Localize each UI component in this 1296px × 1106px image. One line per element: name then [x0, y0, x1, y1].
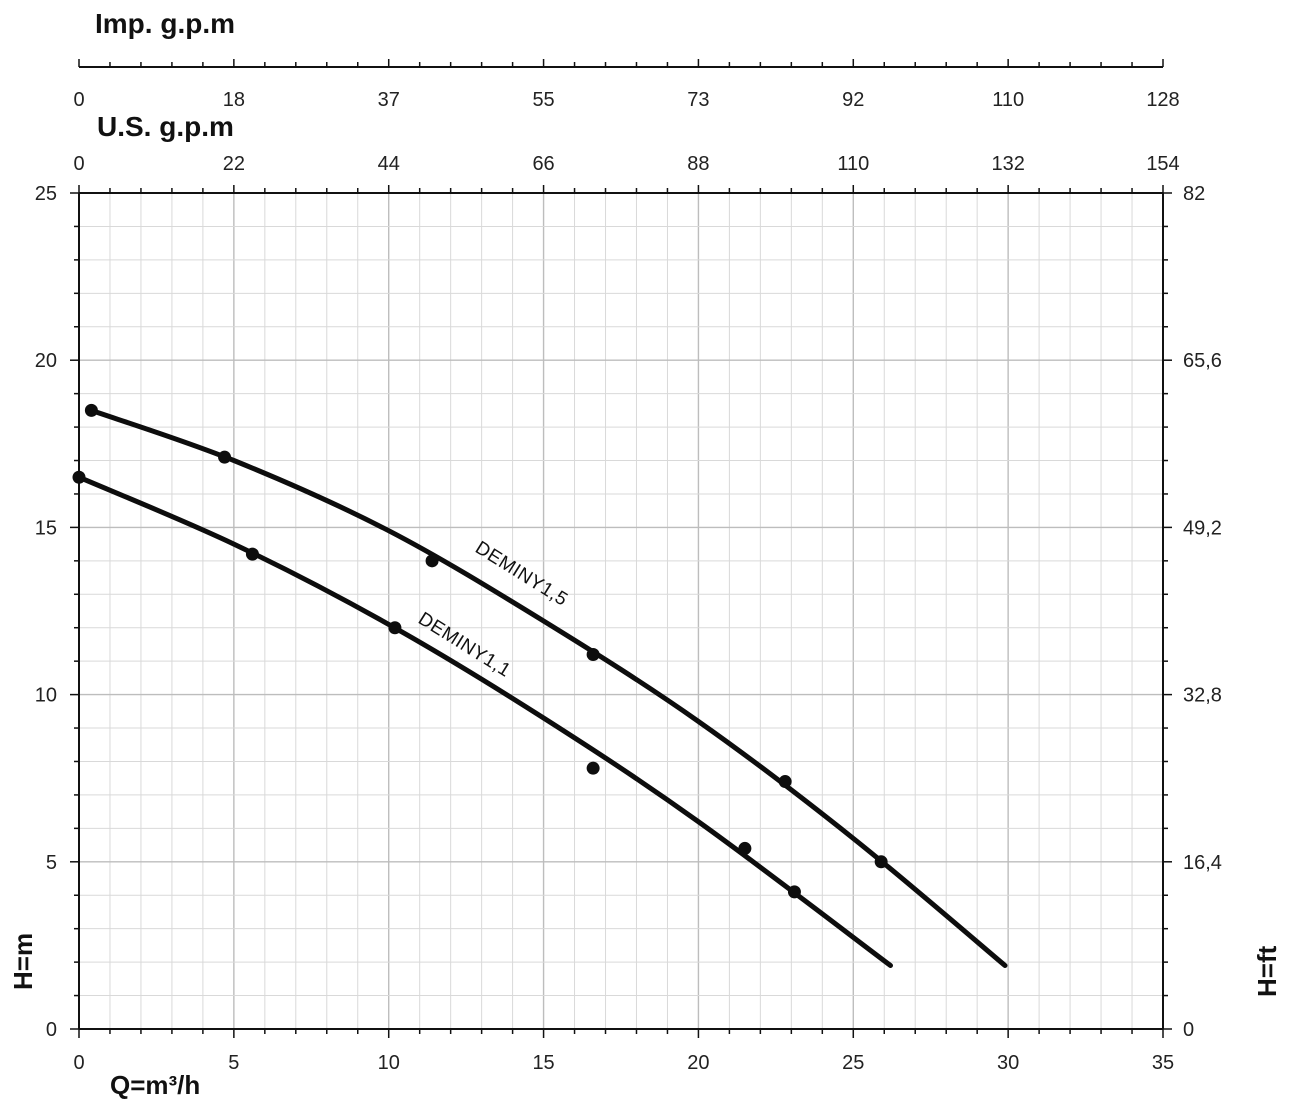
y-right-tick-label: 65,6	[1183, 350, 1222, 372]
data-point-series-1	[787, 885, 801, 899]
us-gpm-tick-label: 132	[991, 153, 1024, 175]
imp-gpm-tick-label: 73	[687, 89, 709, 111]
tick-labels: 0 5 10 15 20 25 30 35 0 5 10 15 20 25 0 16,4 32,8 49,2 65,…	[35, 89, 1222, 1074]
curve-series-0	[88, 407, 1008, 968]
data-point-series-0	[874, 855, 888, 869]
series-label-deminy15: DEMINY1,5	[471, 537, 571, 610]
data-point-series-1	[388, 621, 402, 635]
x-tick-label: 0	[73, 1052, 84, 1074]
y-right-tick-label: 82	[1183, 183, 1205, 205]
imp-gpm-tick-label: 0	[73, 89, 84, 111]
imp-gpm-tick-label: 37	[378, 89, 400, 111]
measured-points	[72, 403, 888, 899]
data-point-series-0	[425, 554, 439, 568]
data-point-series-0	[218, 450, 232, 464]
y-left-tick-label: 10	[35, 685, 57, 707]
data-point-series-1	[738, 841, 752, 855]
us-gpm-tick-label: 110	[837, 153, 869, 175]
y-right-tick-label: 49,2	[1183, 517, 1222, 539]
us-gpm-tick-label: 44	[378, 153, 400, 175]
x-tick-label: 30	[997, 1052, 1019, 1074]
grid	[79, 193, 1163, 1029]
y-right-tick-label: 16,4	[1183, 852, 1222, 874]
imp-gpm-tick-label: 18	[223, 89, 245, 111]
y-left-tick-label: 0	[46, 1019, 57, 1041]
x-tick-label: 10	[378, 1052, 400, 1074]
x-tick-label: 5	[228, 1052, 239, 1074]
data-point-series-1	[245, 547, 259, 561]
y-left-tick-label: 5	[46, 852, 57, 874]
data-point-series-0	[84, 403, 98, 417]
imp-gpm-tick-label: 92	[842, 89, 864, 111]
y-left-tick-label: 20	[35, 350, 57, 372]
y-right-tick-label: 0	[1183, 1019, 1194, 1041]
imp-gpm-title: Imp. g.p.m	[95, 8, 235, 39]
x-tick-label: 15	[532, 1052, 554, 1074]
y-left-axis-title: H=m	[8, 933, 38, 990]
data-point-series-1	[586, 761, 600, 775]
us-gpm-title: U.S. g.p.m	[97, 111, 234, 142]
y-left-tick-label: 15	[35, 517, 57, 539]
imp-gpm-tick-label: 55	[532, 89, 554, 111]
us-gpm-tick-label: 22	[223, 153, 245, 175]
us-gpm-tick-label: 154	[1146, 153, 1179, 175]
us-gpm-tick-label: 88	[687, 153, 709, 175]
y-right-tick-label: 32,8	[1183, 685, 1222, 707]
us-gpm-tick-label: 0	[73, 153, 84, 175]
y-left-tick-label: 25	[35, 183, 57, 205]
data-point-series-1	[72, 470, 86, 484]
axis-ticks	[70, 59, 1172, 1038]
data-point-series-0	[586, 647, 600, 661]
data-point-series-0	[778, 775, 792, 789]
x-tick-label: 20	[687, 1052, 709, 1074]
plot-frame	[78, 66, 1164, 1030]
x-tick-label: 25	[842, 1052, 864, 1074]
x-tick-label: 35	[1152, 1052, 1174, 1074]
imp-gpm-tick-label: 128	[1146, 89, 1179, 111]
us-gpm-tick-label: 66	[532, 153, 554, 175]
y-right-axis-title: H=ft	[1252, 945, 1282, 997]
x-axis-title: Q=m³/h	[110, 1070, 200, 1100]
imp-gpm-tick-label: 110	[992, 89, 1024, 111]
